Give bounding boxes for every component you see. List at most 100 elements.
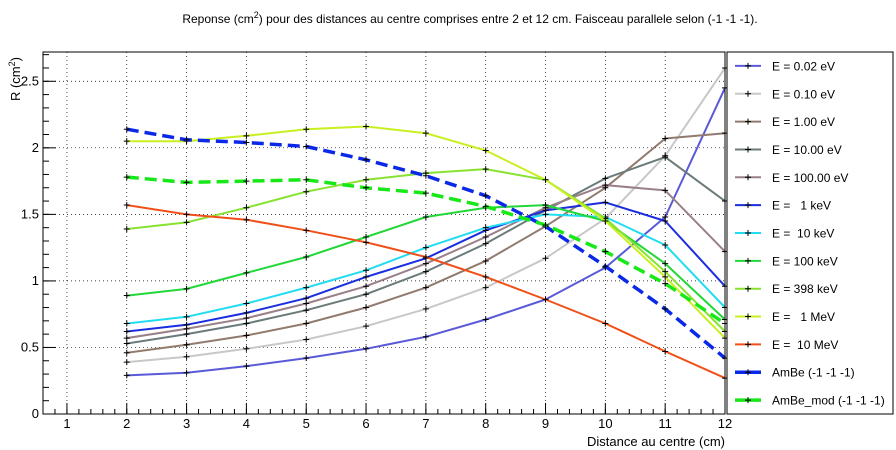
data-point (123, 349, 130, 356)
data-point (243, 132, 250, 139)
data-point (602, 218, 609, 225)
data-point (363, 267, 370, 274)
legend-label: E = 10 keV (772, 227, 834, 241)
data-point (662, 348, 669, 355)
plot-frame (42, 51, 726, 415)
legend-marker (745, 202, 751, 209)
x-tick-label: 5 (303, 416, 310, 431)
x-tick-label: 9 (542, 416, 549, 431)
data-point (542, 222, 549, 229)
data-point (662, 305, 669, 312)
data-point (662, 218, 669, 225)
data-point (303, 295, 310, 302)
data-point (243, 320, 250, 327)
data-point (662, 260, 669, 267)
data-point (123, 340, 130, 347)
x-axis-label: Distance au centre (cm) (587, 434, 725, 449)
data-point (123, 226, 130, 233)
data-point (243, 300, 250, 307)
data-point (662, 280, 669, 287)
data-point (243, 332, 250, 339)
chart-title: Reponse (cm2​) pour des distances au cen… (182, 10, 757, 26)
data-point (243, 345, 250, 352)
data-point (363, 323, 370, 330)
data-point (123, 328, 130, 335)
y-tick-label: 0.5 (21, 339, 39, 354)
data-point (422, 305, 429, 312)
legend-marker (745, 313, 751, 320)
data-point (363, 239, 370, 246)
data-point (183, 219, 190, 226)
data-point (363, 304, 370, 311)
x-tick-label: 7 (422, 416, 429, 431)
data-point (602, 263, 609, 270)
data-point (303, 227, 310, 234)
data-point (422, 253, 429, 260)
y-tick-label: 1.5 (21, 206, 39, 221)
data-point (482, 240, 489, 247)
data-point (662, 135, 669, 142)
data-point (123, 372, 130, 379)
data-point (363, 291, 370, 298)
data-point (662, 154, 669, 161)
y-tick-label: 2 (32, 140, 39, 155)
legend: E = 0.02 eV E = 0.10 eV E = 1.00 eV E = 10.… (726, 51, 894, 415)
data-point (183, 369, 190, 376)
data-point (303, 126, 310, 133)
data-point (243, 363, 250, 370)
data-point (183, 341, 190, 348)
data-point (303, 320, 310, 327)
series-lines (123, 64, 728, 382)
legend-label: E = 0.02 eV (772, 59, 835, 73)
data-point (422, 190, 429, 197)
legend-marker (745, 90, 751, 97)
data-point (303, 300, 310, 307)
data-point (243, 315, 250, 322)
data-point (303, 284, 310, 291)
data-point (183, 331, 190, 338)
data-point (123, 126, 130, 133)
data-point (363, 345, 370, 352)
legend-label: E = 100 keV (772, 254, 838, 268)
legend-marker (745, 146, 751, 153)
data-point (602, 248, 609, 255)
data-point (542, 211, 549, 218)
legend-marker (745, 62, 751, 69)
data-point (422, 333, 429, 340)
data-point (243, 178, 250, 185)
x-tick-label: 12 (718, 416, 732, 431)
series-line-11 (126, 127, 727, 360)
data-point (363, 156, 370, 163)
data-point (422, 130, 429, 137)
legend-marker (745, 397, 751, 404)
data-point (303, 188, 310, 195)
data-point (303, 355, 310, 362)
x-tick-label: 1 (63, 416, 70, 431)
legend-label: E = 1 MeV (772, 310, 835, 324)
data-point (662, 268, 669, 275)
data-point (123, 320, 130, 327)
legend-label: E = 1.00 eV (772, 115, 835, 129)
data-point (303, 307, 310, 314)
data-point (363, 233, 370, 240)
data-point (363, 123, 370, 130)
y-tick-label: 1 (32, 273, 39, 288)
x-tick-label: 6 (362, 416, 369, 431)
data-point (303, 336, 310, 343)
data-point (422, 284, 429, 291)
data-point (422, 214, 429, 221)
series-line-12 (126, 175, 726, 325)
data-point (482, 233, 489, 240)
x-tick-label: 4 (243, 416, 250, 431)
data-point (662, 187, 669, 194)
legend-label: AmBe_mod (-1 -1 -1) (772, 394, 885, 408)
legend-marker (745, 285, 751, 292)
data-point (183, 211, 190, 218)
data-point (183, 313, 190, 320)
data-point (602, 175, 609, 182)
y-tick-label: 0 (32, 406, 39, 421)
x-tick-label: 2 (123, 416, 130, 431)
data-point (363, 184, 370, 191)
data-point (243, 204, 250, 211)
